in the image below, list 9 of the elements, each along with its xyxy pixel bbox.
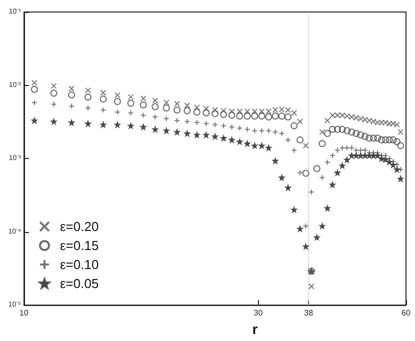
legend-label: ε=0.20 [60, 219, 99, 234]
legend-label: ε=0.05 [60, 276, 99, 291]
x-tick-label: 30 [254, 308, 264, 318]
legend-label: ε=0.15 [60, 238, 99, 253]
x-tick-label: 60 [402, 308, 411, 318]
legend-label: ε=0.10 [60, 257, 99, 272]
x-tick-label: 10 [20, 308, 29, 318]
x-tick-label: 38 [304, 308, 314, 318]
x-axis-title: r [252, 321, 258, 337]
